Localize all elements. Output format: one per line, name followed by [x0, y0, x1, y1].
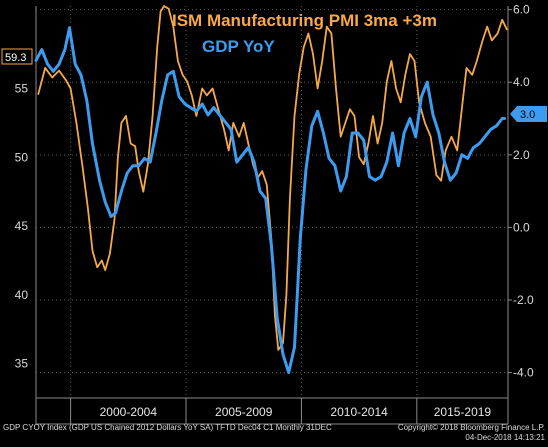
x-period-label: 2005-2009 [215, 405, 273, 419]
left-axis-tick-label: 50 [15, 150, 29, 164]
left-axis-tick-label: 45 [15, 219, 29, 233]
chart-title: ISM Manufacturing PMI 3ma +3m [172, 11, 437, 30]
left-axis-tick-label: 40 [15, 288, 29, 302]
pmi-last-value-badge: 59.3 [1, 48, 33, 65]
right-axis-tick-label: 4.0 [513, 75, 530, 89]
left-axis-tick-label: 55 [15, 82, 29, 96]
pmi-last-value: 59.3 [5, 52, 26, 64]
right-axis-tick-label: -4.0 [513, 366, 534, 380]
x-period-label: 2015-2019 [434, 405, 492, 419]
right-axis-tick-label: 0.0 [513, 220, 530, 234]
right-axis-tick-label: 2.0 [513, 148, 530, 162]
gdp-badge-box [510, 106, 547, 122]
footer-timestamp: 04-Dec-2018 14:13:21 [465, 433, 545, 442]
x-axis-period-labels: 2000-2004 2005-2009 2010-2014 2015-2019 [100, 405, 492, 419]
pmi-badge-box [1, 48, 33, 65]
right-axis-tick-label: -2.0 [513, 293, 534, 307]
right-axis-tick-label: 6.0 [513, 3, 530, 17]
left-axis-tick-label: 35 [15, 357, 29, 371]
x-period-label: 2000-2004 [100, 405, 158, 419]
gdp-last-value: 3.0 [520, 109, 535, 121]
grid-lines [36, 6, 508, 398]
footer-source-text: GDP CYOY Index (GDP US Chained 2012 Doll… [3, 423, 332, 432]
x-period-label: 2010-2014 [330, 405, 388, 419]
chart-subtitle: GDP YoY [202, 37, 275, 56]
axes [35, 6, 509, 425]
series-layer [34, 5, 508, 375]
pmi-series-line [37, 5, 508, 351]
gdp-last-value-badge: 3.0 [510, 106, 547, 122]
left-axis-ticks: 35 40 45 50 55 [15, 82, 29, 371]
gdp-series-line [34, 26, 506, 375]
right-axis-ticks: -4.0 -2.0 0.0 2.0 4.0 6.0 [508, 3, 534, 380]
footer-copyright: Copyright© 2018 Bloomberg Finance L.P. [398, 423, 545, 432]
